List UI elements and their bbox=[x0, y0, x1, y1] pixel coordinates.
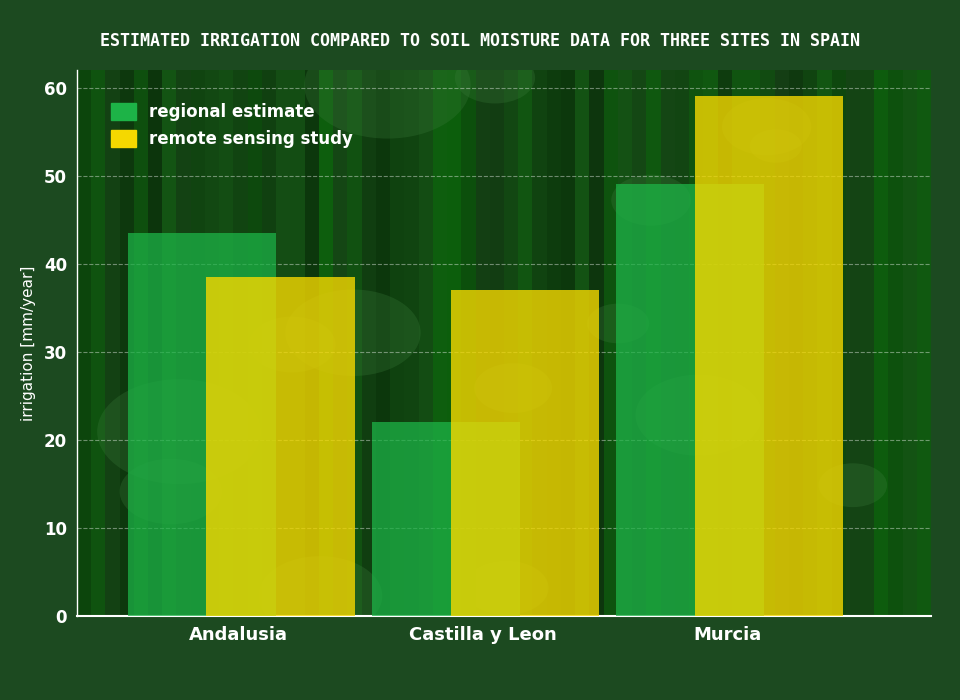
Bar bbox=[162, 70, 177, 616]
Circle shape bbox=[636, 374, 762, 456]
Circle shape bbox=[285, 290, 420, 376]
Bar bbox=[746, 70, 760, 616]
Bar bbox=[177, 70, 191, 616]
Bar bbox=[206, 277, 355, 616]
Circle shape bbox=[120, 458, 222, 524]
Circle shape bbox=[612, 175, 691, 225]
Bar bbox=[589, 70, 604, 616]
Bar bbox=[902, 70, 917, 616]
Bar bbox=[375, 70, 390, 616]
Bar bbox=[348, 70, 362, 616]
Bar bbox=[462, 70, 475, 616]
Bar bbox=[518, 70, 533, 616]
Bar bbox=[148, 70, 162, 616]
Bar bbox=[615, 185, 764, 616]
Bar bbox=[917, 70, 931, 616]
Bar bbox=[561, 70, 575, 616]
Bar bbox=[77, 70, 91, 616]
Bar bbox=[490, 70, 504, 616]
Bar bbox=[803, 70, 817, 616]
Bar bbox=[732, 70, 746, 616]
Bar bbox=[575, 70, 589, 616]
Text: ESTIMATED IRRIGATION COMPARED TO SOIL MOISTURE DATA FOR THREE SITES IN SPAIN: ESTIMATED IRRIGATION COMPARED TO SOIL MO… bbox=[100, 32, 860, 50]
Circle shape bbox=[474, 363, 552, 413]
Bar bbox=[646, 70, 660, 616]
Circle shape bbox=[464, 561, 548, 615]
Bar bbox=[618, 70, 632, 616]
Bar bbox=[204, 70, 219, 616]
Circle shape bbox=[722, 98, 811, 155]
Bar bbox=[106, 70, 120, 616]
Bar bbox=[450, 290, 599, 616]
Bar bbox=[404, 70, 419, 616]
Bar bbox=[875, 70, 888, 616]
Bar bbox=[419, 70, 433, 616]
Bar bbox=[675, 70, 689, 616]
Bar bbox=[262, 70, 276, 616]
Bar bbox=[290, 70, 304, 616]
Bar bbox=[191, 70, 205, 616]
Bar bbox=[319, 70, 333, 616]
Bar bbox=[133, 70, 148, 616]
Bar bbox=[547, 70, 561, 616]
Bar bbox=[304, 70, 319, 616]
Circle shape bbox=[97, 379, 261, 484]
Bar bbox=[233, 70, 248, 616]
Circle shape bbox=[258, 556, 382, 636]
Bar bbox=[533, 70, 547, 616]
Bar bbox=[704, 70, 717, 616]
Bar bbox=[447, 70, 462, 616]
Bar bbox=[119, 70, 133, 616]
Bar bbox=[846, 70, 860, 616]
Bar bbox=[372, 422, 520, 616]
Bar bbox=[91, 70, 106, 616]
Bar bbox=[888, 70, 902, 616]
Circle shape bbox=[588, 304, 649, 343]
Y-axis label: irrigation [mm/year]: irrigation [mm/year] bbox=[20, 265, 36, 421]
Bar bbox=[695, 97, 843, 616]
Bar bbox=[760, 70, 775, 616]
Bar bbox=[475, 70, 490, 616]
Circle shape bbox=[750, 130, 802, 162]
Circle shape bbox=[819, 463, 887, 507]
Bar bbox=[775, 70, 789, 616]
Bar bbox=[717, 70, 732, 616]
Bar bbox=[390, 70, 404, 616]
Circle shape bbox=[455, 52, 535, 104]
Bar bbox=[433, 70, 447, 616]
Bar bbox=[660, 70, 675, 616]
Bar bbox=[248, 70, 262, 616]
Legend: regional estimate, remote sensing study: regional estimate, remote sensing study bbox=[102, 94, 361, 156]
Bar bbox=[333, 70, 348, 616]
Bar bbox=[219, 70, 233, 616]
Bar bbox=[689, 70, 704, 616]
Circle shape bbox=[249, 316, 336, 372]
Bar bbox=[504, 70, 518, 616]
Circle shape bbox=[304, 32, 470, 139]
Bar bbox=[831, 70, 846, 616]
Bar bbox=[362, 70, 375, 616]
Bar bbox=[128, 233, 276, 616]
Bar bbox=[632, 70, 646, 616]
Bar bbox=[604, 70, 618, 616]
Bar bbox=[789, 70, 803, 616]
Bar bbox=[276, 70, 290, 616]
Bar bbox=[860, 70, 875, 616]
Bar bbox=[817, 70, 831, 616]
